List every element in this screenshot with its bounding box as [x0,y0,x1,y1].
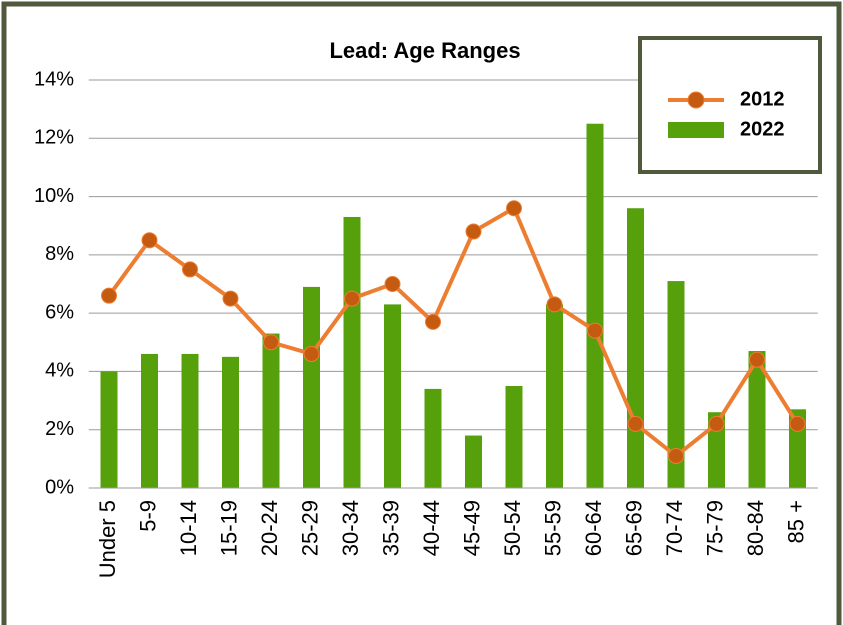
line-marker [303,345,320,362]
bar [465,435,482,488]
x-tick-label: 75-79 [702,500,727,556]
x-tick-label: 50-54 [500,500,525,556]
x-tick-label: 45-49 [459,500,484,556]
x-tick-label: 30-34 [338,500,363,556]
line [107,205,800,459]
line-marker [587,322,603,339]
y-tick-label: 12% [34,127,74,149]
legend-marker [687,91,705,109]
bar [384,304,401,488]
bar [627,208,644,488]
x-tick-label: 65-69 [621,500,646,556]
bar [505,386,523,488]
x-tick-label: 60-64 [581,500,606,556]
x-tick-label: 80-84 [743,500,768,556]
bar [303,286,320,488]
legend-box [638,36,822,174]
line-marker [384,276,401,292]
line-marker [789,415,806,432]
legend-label: 2022 [740,118,785,140]
y-tick-label: 14% [34,68,74,90]
line-marker [749,351,765,368]
bar [586,123,604,488]
chart-title: Lead: Age Ranges [329,38,520,63]
x-tick-label: 40-44 [419,500,444,556]
legend-swatch [668,122,724,138]
bar [141,353,158,488]
line-marker [182,261,198,278]
y-tick-label: 10% [34,185,74,207]
x-tick-label: 70-74 [662,500,687,556]
bar [708,412,725,488]
bar [343,216,361,488]
line-marker [344,290,360,307]
line-marker [546,296,563,313]
line-marker [141,232,158,249]
y-tick-label: 8% [45,243,74,265]
legend-label: 2012 [740,88,785,110]
bar [546,304,563,488]
x-tick-label: 20-24 [257,500,282,556]
line-marker [263,334,279,351]
bar [262,333,280,488]
x-tick-label: 55-59 [540,500,565,556]
line-marker [627,415,644,432]
x-tick-label: 25-29 [297,500,322,556]
x-tick-label: 85 + [783,500,808,543]
bar [667,281,685,488]
y-tick-label: 6% [45,301,74,323]
x-tick-label: 35-39 [378,500,403,556]
x-tick-label: 10-14 [176,500,201,556]
line-marker [708,415,725,432]
line-marker [506,200,522,217]
x-tick-label: Under 5 [95,500,120,578]
x-tick-label: 15-19 [216,500,241,556]
line-marker [465,223,482,240]
line-marker [425,313,441,330]
line-marker [668,447,684,464]
y-tick-label: 0% [45,476,74,498]
y-tick-label: 4% [45,360,74,382]
line-marker [101,287,117,304]
y-tick-label: 2% [45,418,74,440]
bar [100,371,118,488]
line-marker [222,290,239,307]
bar [222,356,239,488]
bar [181,353,199,488]
x-tick-label: 5-9 [135,500,160,532]
bar [424,388,442,488]
bar [748,351,766,488]
